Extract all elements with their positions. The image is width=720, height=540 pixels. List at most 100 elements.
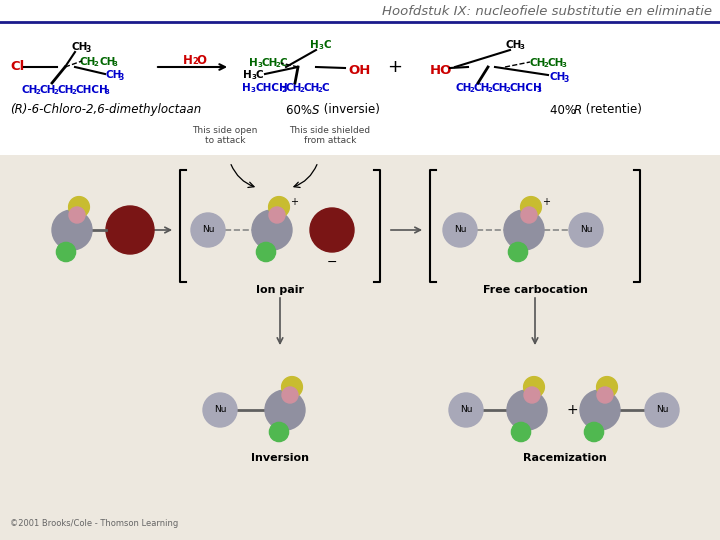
Text: 3: 3	[564, 75, 570, 84]
Circle shape	[585, 422, 603, 442]
Text: +: +	[387, 58, 402, 76]
Text: Free carbocation: Free carbocation	[482, 285, 588, 295]
Text: CHCH: CHCH	[509, 83, 541, 93]
Circle shape	[523, 376, 544, 397]
Text: 2: 2	[276, 62, 281, 68]
Text: CH: CH	[40, 85, 56, 95]
Text: Cl: Cl	[10, 60, 24, 73]
Text: 2: 2	[469, 87, 474, 93]
Text: CH: CH	[455, 83, 472, 93]
Text: ©2001 Brooks/Cole - Thomson Learning: ©2001 Brooks/Cole - Thomson Learning	[10, 519, 179, 528]
Circle shape	[269, 197, 289, 218]
Text: 3: 3	[251, 87, 256, 93]
Text: H: H	[310, 40, 319, 50]
Text: Nu: Nu	[454, 226, 467, 234]
Circle shape	[524, 387, 540, 403]
Text: 3: 3	[113, 61, 118, 67]
Text: CH: CH	[548, 58, 564, 68]
Text: OH: OH	[348, 64, 370, 77]
Text: H: H	[243, 70, 252, 80]
Text: 2: 2	[192, 57, 198, 66]
Text: +: +	[290, 197, 298, 207]
Text: Nu: Nu	[580, 226, 593, 234]
Text: CH: CH	[304, 83, 320, 93]
Circle shape	[521, 197, 541, 218]
Circle shape	[52, 210, 92, 250]
Text: 3: 3	[252, 74, 257, 80]
Text: CH: CH	[506, 40, 523, 50]
Text: This side open
to attack: This side open to attack	[192, 126, 258, 145]
Text: 2: 2	[318, 87, 323, 93]
Text: H: H	[242, 83, 251, 93]
Circle shape	[443, 213, 477, 247]
Text: CHCH: CHCH	[76, 85, 109, 95]
Text: (R)-6-Chloro-2,6-dimethyloctaan: (R)-6-Chloro-2,6-dimethyloctaan	[10, 104, 202, 117]
Text: 2: 2	[505, 87, 510, 93]
Text: Nu: Nu	[460, 406, 472, 415]
Text: S: S	[312, 104, 320, 117]
Text: H: H	[183, 53, 193, 66]
Text: 3: 3	[258, 62, 263, 68]
Text: CH: CH	[473, 83, 490, 93]
Text: CH: CH	[550, 72, 567, 82]
Circle shape	[56, 242, 76, 261]
Circle shape	[511, 422, 531, 442]
Circle shape	[508, 242, 528, 261]
Circle shape	[645, 393, 679, 427]
Circle shape	[203, 393, 237, 427]
Text: H: H	[249, 58, 258, 68]
Text: (retentie): (retentie)	[582, 104, 642, 117]
Circle shape	[256, 242, 276, 261]
Text: 2: 2	[300, 87, 305, 93]
Circle shape	[282, 376, 302, 397]
Text: 2: 2	[72, 89, 77, 95]
Text: −: −	[327, 255, 337, 268]
Text: 3: 3	[520, 44, 525, 50]
Circle shape	[191, 213, 225, 247]
Circle shape	[580, 390, 620, 430]
Bar	[0, 155, 720, 540]
Circle shape	[282, 387, 298, 403]
Circle shape	[521, 207, 537, 223]
Text: C: C	[322, 83, 330, 93]
Text: 3: 3	[105, 89, 110, 95]
Text: 2: 2	[94, 61, 99, 67]
Text: 2: 2	[487, 87, 492, 93]
Text: Nu: Nu	[202, 226, 215, 234]
Text: Ion pair: Ion pair	[256, 285, 304, 295]
Text: CH: CH	[99, 57, 115, 67]
Circle shape	[252, 210, 292, 250]
Text: CH: CH	[286, 83, 302, 93]
Text: +: +	[542, 197, 550, 207]
Circle shape	[68, 197, 89, 218]
Circle shape	[569, 213, 603, 247]
Text: CH: CH	[58, 85, 74, 95]
Text: Hoofdstuk IX: nucleofiele substitutie en eliminatie: Hoofdstuk IX: nucleofiele substitutie en…	[382, 5, 712, 18]
Text: This side shielded
from attack: This side shielded from attack	[289, 126, 371, 145]
Text: CH: CH	[491, 83, 508, 93]
Text: C: C	[280, 58, 287, 68]
Text: 40%: 40%	[550, 104, 580, 117]
Text: Nu: Nu	[656, 406, 668, 415]
Text: +: +	[566, 403, 578, 417]
Circle shape	[269, 422, 289, 442]
Circle shape	[69, 207, 85, 223]
Text: Inversion: Inversion	[251, 453, 309, 463]
Circle shape	[449, 393, 483, 427]
Text: C: C	[256, 70, 264, 80]
Text: C: C	[323, 40, 330, 50]
Text: CH: CH	[262, 58, 279, 68]
Circle shape	[269, 207, 285, 223]
Text: CH: CH	[105, 70, 122, 80]
Text: 3: 3	[319, 44, 324, 50]
Circle shape	[265, 390, 305, 430]
Circle shape	[507, 390, 547, 430]
Circle shape	[597, 387, 613, 403]
Text: 2: 2	[54, 89, 59, 95]
Text: 3: 3	[119, 72, 125, 82]
Text: CH: CH	[530, 58, 546, 68]
Text: HO: HO	[430, 64, 452, 77]
Text: 2: 2	[36, 89, 41, 95]
Circle shape	[504, 210, 544, 250]
Text: CH: CH	[80, 57, 96, 67]
